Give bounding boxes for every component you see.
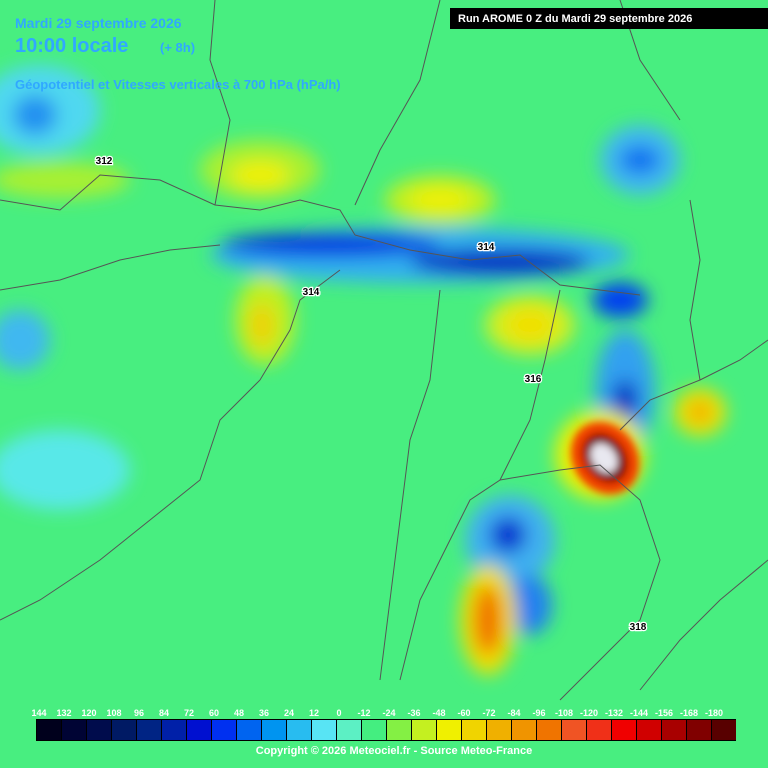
colorbar-label: -180 [705,708,723,718]
colorbar-label: 96 [134,708,144,718]
colorbar-swatch [412,720,436,740]
colorbar-label: -60 [457,708,470,718]
colorbar-swatch [287,720,311,740]
colorbar-swatch [687,720,711,740]
colorbar-swatch [312,720,336,740]
run-label: Run AROME 0 Z du Mardi 29 septembre 2026 [458,13,692,25]
colorbar-label: 132 [56,708,71,718]
contour-label: 316 [525,374,542,385]
colorbar-label: 36 [259,708,269,718]
colorbar-label: -144 [630,708,648,718]
colorbar-label: -48 [432,708,445,718]
colorbar-label: 48 [234,708,244,718]
colorbar-swatch [87,720,111,740]
colorbar-label: 60 [209,708,219,718]
colorbar-swatch [162,720,186,740]
colorbar-label: -36 [407,708,420,718]
colorbar-swatch [662,720,686,740]
colorbar-swatch [462,720,486,740]
colorbar-swatch [37,720,61,740]
colorbar-swatch [237,720,261,740]
colorbar-label: -84 [507,708,520,718]
colorbar-swatch [387,720,411,740]
colorbar-label: -72 [482,708,495,718]
colorbar-swatch [437,720,461,740]
colorbar-label: 24 [284,708,294,718]
colorbar-label: -96 [532,708,545,718]
colorbar-swatch [362,720,386,740]
contour-label: 314 [478,242,495,253]
run-box [450,8,768,29]
copyright: Copyright © 2026 Meteociel.fr - Source M… [256,745,532,757]
colorbar-swatch [62,720,86,740]
colorbar-swatch [337,720,361,740]
colorbar-label: -12 [357,708,370,718]
contour-label: 312 [96,156,113,167]
colorbar-label: 144 [31,708,46,718]
colorbar-swatch [712,720,736,740]
date: Mardi 29 septembre 2026 [15,15,182,31]
colorbar-label: -120 [580,708,598,718]
colorbar-label: -132 [605,708,623,718]
colorbar-swatch [487,720,511,740]
colorbar-label: -168 [680,708,698,718]
colorbar-swatch [512,720,536,740]
colorbar-swatch [587,720,611,740]
colorbar-swatch [137,720,161,740]
colorbar-swatch [187,720,211,740]
colorbar-swatch [562,720,586,740]
colorbar-label: -156 [655,708,673,718]
subtitle: Géopotentiel et Vitesses verticales à 70… [15,77,341,92]
core [570,421,640,495]
colorbar-swatch [212,720,236,740]
colorbar-swatch [612,720,636,740]
colorbar-label: 108 [106,708,121,718]
contour-label: 314 [303,287,320,298]
time: 10:00 locale [15,35,128,57]
colorbar-swatch [112,720,136,740]
colorbar-label: 12 [309,708,319,718]
colorbar-label: 120 [81,708,96,718]
lead: (+ 8h) [160,40,195,55]
colorbar-swatch [262,720,286,740]
colorbar-label: 84 [159,708,169,718]
colorbar-label: -24 [382,708,395,718]
colorbar-label: 0 [336,708,341,718]
colorbar-swatch [537,720,561,740]
colorbar-swatch [637,720,661,740]
colorbar-label: 72 [184,708,194,718]
borders [0,0,768,701]
colorbar-label: -108 [555,708,573,718]
contour-label: 318 [630,622,647,633]
